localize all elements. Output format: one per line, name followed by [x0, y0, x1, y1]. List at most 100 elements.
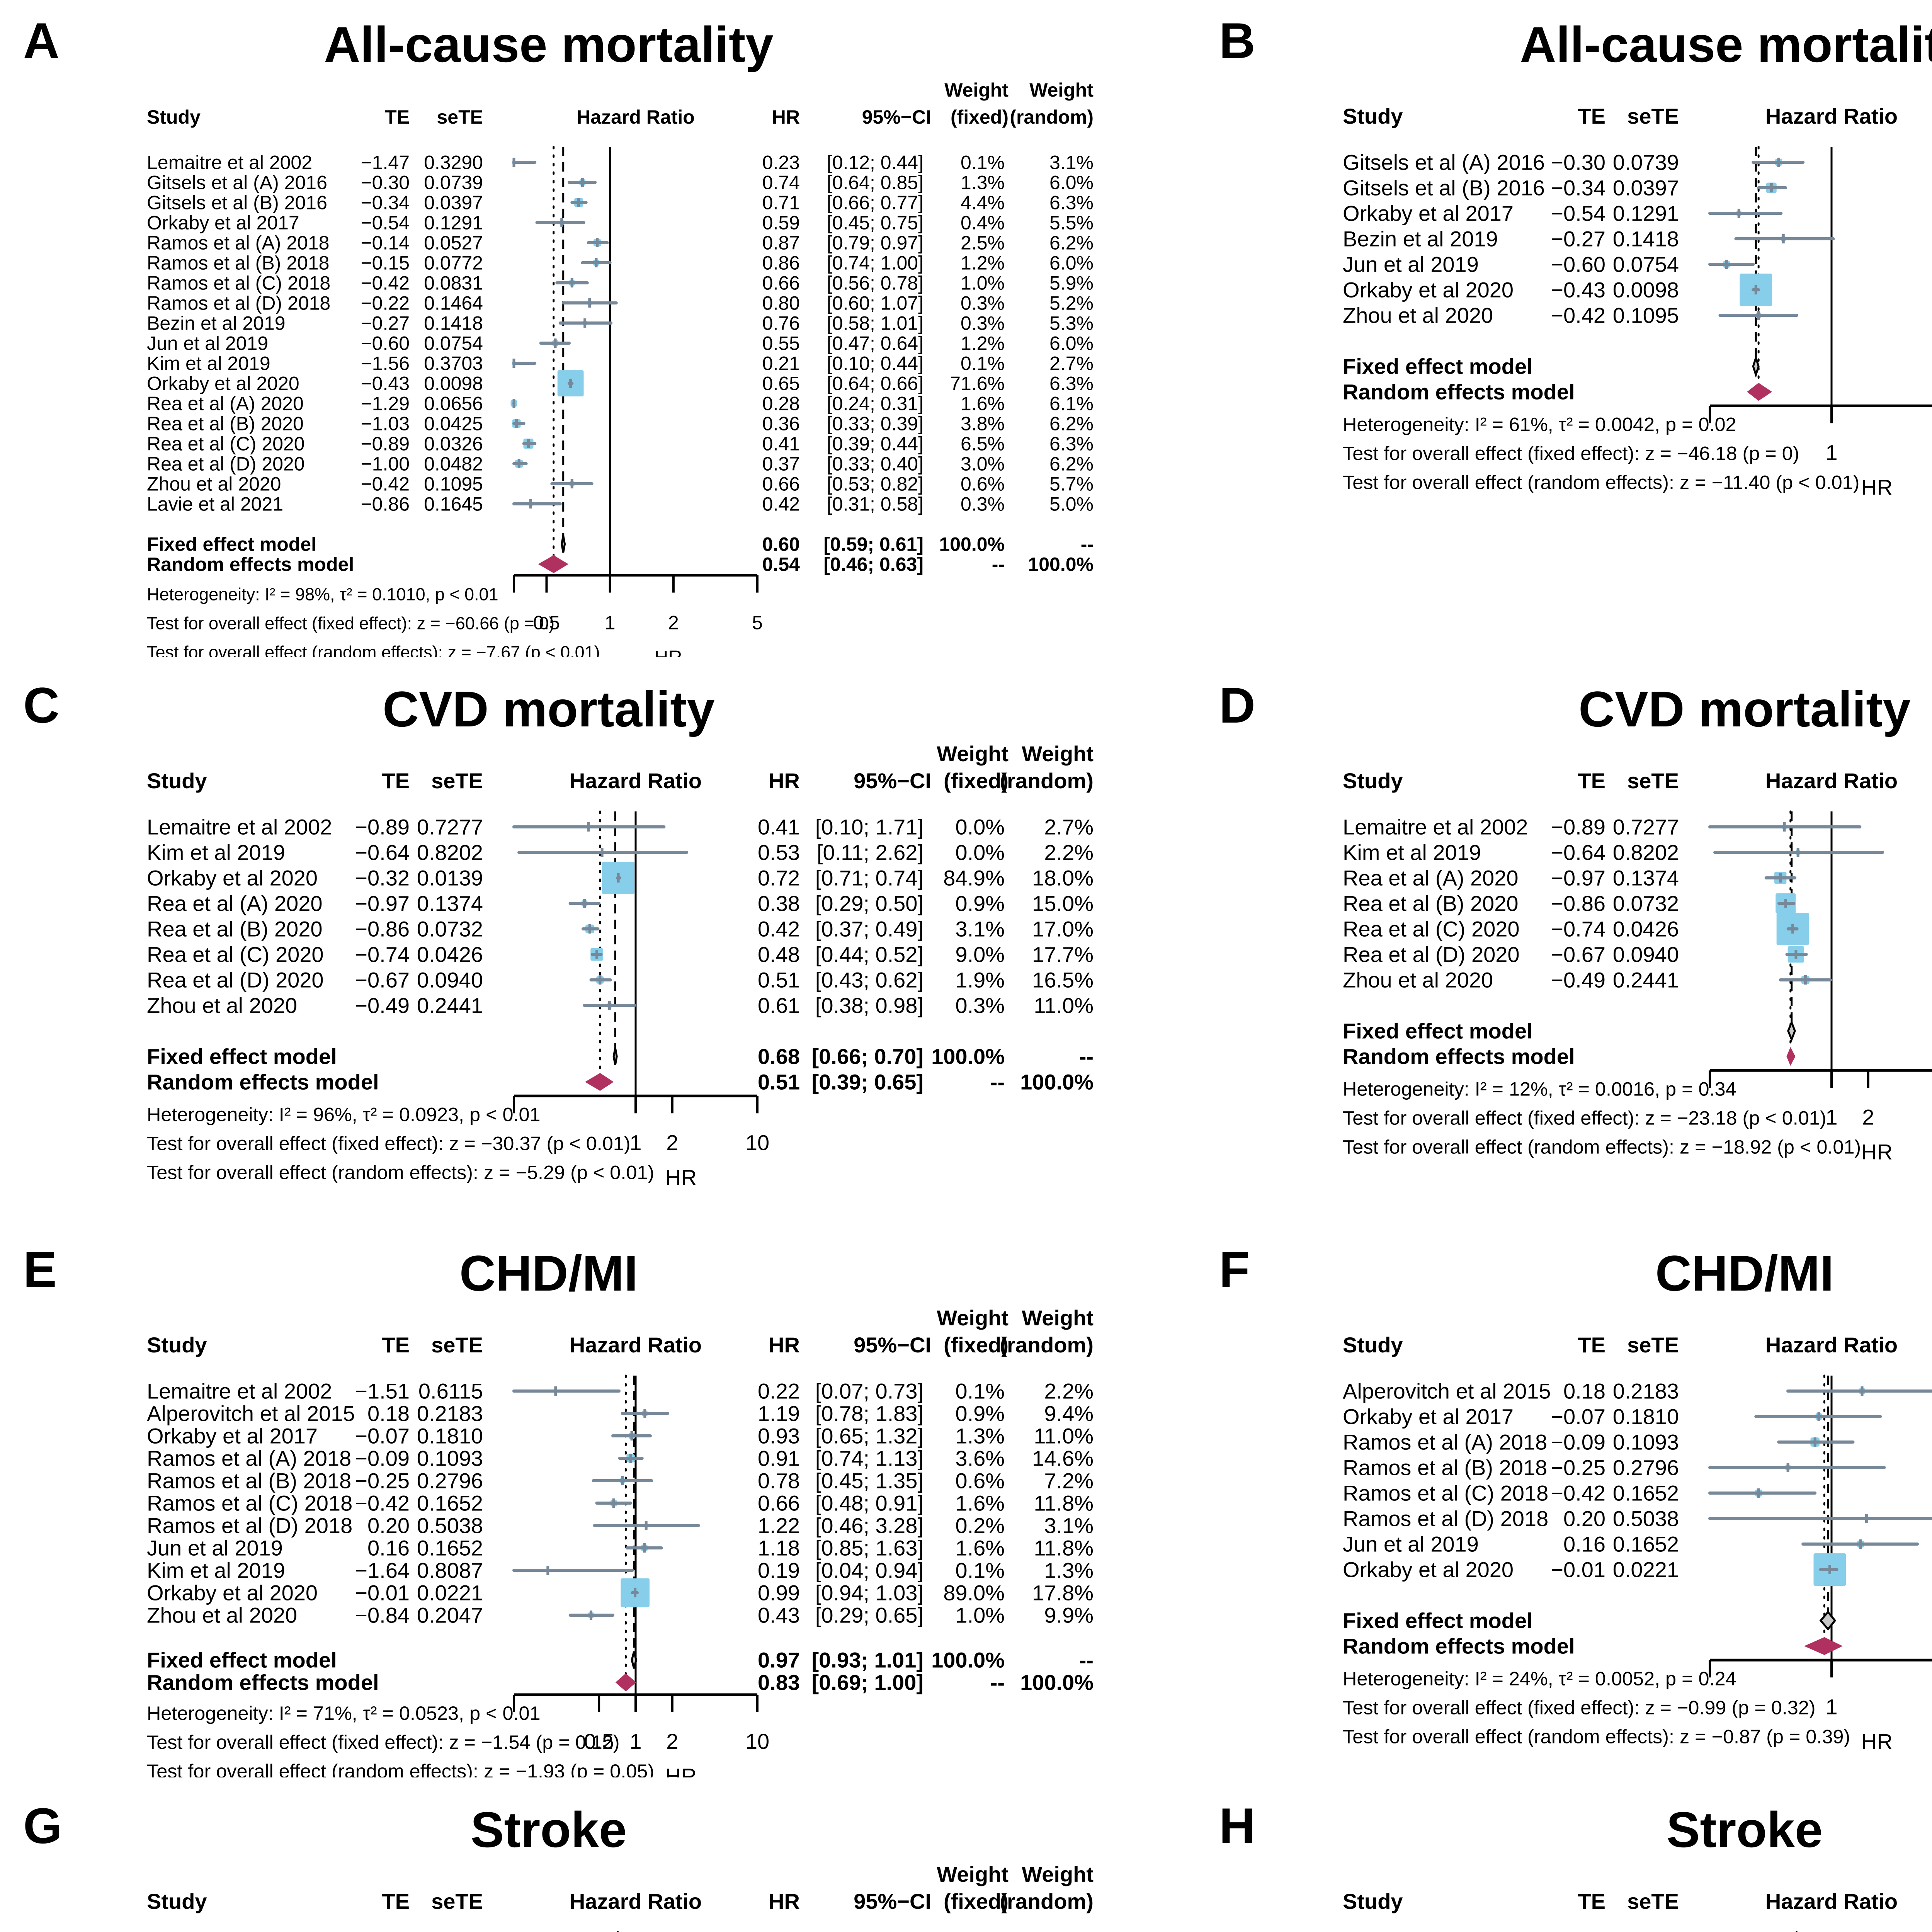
- heterogeneity-text: Heterogeneity: I² = 24%, τ² = 0.0052, p …: [1343, 1667, 1736, 1689]
- study-hr: 0.65: [762, 373, 800, 395]
- header-ci: 95%−CI: [854, 1333, 931, 1357]
- panel-title: All-cause mortality: [1520, 16, 1932, 73]
- study-te: −0.09: [355, 1446, 410, 1471]
- x-tick-label: 2: [666, 1130, 678, 1155]
- header-study: Study: [147, 1333, 207, 1357]
- x-axis-label: HR: [1861, 1729, 1893, 1753]
- header-study: Study: [1343, 104, 1403, 128]
- study-label: Orkaby et al 2020: [147, 866, 318, 890]
- panel-letter: D: [1219, 677, 1255, 733]
- study-label: Ramos et al (A) 2018: [1343, 1430, 1547, 1454]
- study-row: Orkaby et al 2020 −0.43 0.0098 0.65 [0.64; 0…: [147, 370, 1094, 396]
- study-label: Lemaitre et al 2002: [147, 815, 332, 839]
- header-fixed: (fixed): [944, 1333, 1009, 1357]
- study-weight-random: 17.0%: [1032, 917, 1094, 941]
- study-label: Orkaby et al 2017: [147, 212, 299, 234]
- study-ci: [0.85; 1.63]: [815, 1536, 923, 1560]
- study-ci: [0.74; 1.00]: [827, 252, 923, 274]
- study-te: −0.43: [1551, 278, 1605, 302]
- header-random: (random): [1000, 1889, 1094, 1913]
- x-tick-label: 1: [1825, 1694, 1837, 1719]
- study-weight-fixed: 0.9%: [955, 891, 1005, 916]
- study-weight-fixed: 0.2%: [955, 1514, 1005, 1538]
- study-sete: 0.0221: [417, 1581, 483, 1605]
- study-weight-random: 16.5%: [1032, 968, 1094, 992]
- header-te: TE: [382, 1889, 410, 1913]
- study-ci: [0.79; 0.97]: [827, 232, 923, 254]
- study-te: −0.60: [1551, 252, 1605, 277]
- study-hr: 0.91: [758, 1446, 800, 1471]
- study-row: Ramos et al (C) 2018−0.420.16520.66[0.48…: [1343, 1481, 1817, 1505]
- study-sete: 0.1645: [424, 493, 483, 515]
- panel-letter: E: [23, 1241, 57, 1298]
- study-te: −0.34: [1551, 176, 1605, 200]
- study-weight-random: 5.2%: [1049, 293, 1094, 314]
- study-hr: 0.38: [758, 891, 800, 916]
- study-hr: 0.78: [758, 1469, 800, 1493]
- study-hr: 0.42: [762, 493, 800, 515]
- study-te: −0.25: [355, 1469, 410, 1493]
- study-label: Gitsels et al (B) 2016: [1343, 176, 1545, 200]
- study-weight-fixed: 4.4%: [961, 192, 1005, 214]
- header-hr: HR: [769, 1333, 800, 1357]
- study-hr: 0.22: [758, 1379, 800, 1403]
- header-weight-fixed: Weight: [937, 1862, 1009, 1886]
- random-effect-ci: [0.69; 1.00]: [812, 1670, 924, 1695]
- study-ci: [0.33; 0.40]: [827, 453, 923, 475]
- study-hr: 0.43: [758, 1603, 800, 1628]
- study-hr: 0.42: [758, 917, 800, 941]
- x-tick-label: 1: [629, 1130, 641, 1155]
- random-effect-label: Random effects model: [1343, 1634, 1575, 1658]
- study-label: Jun et al 2019: [1343, 1532, 1479, 1556]
- fixed-effect-label: Fixed effect model: [1343, 1019, 1533, 1043]
- header-te: TE: [1578, 1333, 1605, 1357]
- forest-plot-a: A All-cause mortality Study TE seTE Hazard Ra…: [23, 12, 1094, 657]
- study-hr: 0.80: [762, 293, 800, 314]
- panel-title: CVD mortality: [383, 681, 715, 737]
- study-weight-fixed: 0.0%: [955, 815, 1005, 839]
- random-effect-diamond: [1804, 1637, 1843, 1655]
- header-hazard-ratio: Hazard Ratio: [1765, 769, 1898, 793]
- header-random: (random): [1010, 106, 1094, 128]
- study-label: Orkaby et al 2020: [1343, 1558, 1514, 1582]
- study-te: −0.34: [361, 192, 410, 214]
- study-label: Rea et al (D) 2020: [1343, 942, 1520, 967]
- study-weight-random: 18.0%: [1032, 866, 1094, 890]
- study-ci: [0.46; 3.28]: [815, 1514, 923, 1538]
- panel-title: CHD/MI: [1655, 1245, 1834, 1301]
- study-label: Ramos et al (D) 2018: [147, 293, 330, 314]
- study-weight-fixed: 0.1%: [961, 152, 1005, 173]
- study-row: Gitsels et al (B) 2016−0.340.03970.71[0.…: [1343, 176, 1787, 200]
- header-hr: HR: [769, 1889, 800, 1913]
- study-label: Orkaby et al 2017: [147, 1424, 318, 1448]
- study-label: Lemaitre et al 2002: [147, 1379, 332, 1403]
- study-weight-random: 6.3%: [1049, 373, 1094, 395]
- study-label: Ramos et al (D) 2018: [147, 1514, 352, 1538]
- study-sete: 0.1810: [417, 1424, 483, 1448]
- study-label: Rea et al (B) 2020: [147, 917, 322, 941]
- fixed-effect-row: Fixed effect model 0.60 [0.59; 0.61] 100.0%…: [147, 534, 1094, 555]
- x-tick-label: 2: [666, 1729, 678, 1753]
- x-tick-label: 0.5: [584, 1729, 614, 1753]
- study-row: Alperovitch et al 2015 0.18 0.2183 1.19 [0.7…: [147, 1401, 1094, 1426]
- test-random-text: Test for overall effect (random effects)…: [147, 1161, 654, 1183]
- fixed-effect-weight-fixed: 100.0%: [931, 1648, 1005, 1672]
- study-hr: 0.28: [762, 393, 800, 415]
- header-te: TE: [1578, 104, 1605, 128]
- study-weight-random: 11.8%: [1034, 1491, 1094, 1515]
- study-sete: 0.0098: [1613, 278, 1679, 302]
- study-te: −0.60: [361, 333, 410, 354]
- study-label: Lemaitre et al 2002: [147, 152, 312, 173]
- study-te: 0.18: [367, 1401, 410, 1426]
- study-row: Ramos et al (D) 20180.200.50381.22[0.46;…: [1343, 1507, 1932, 1531]
- study-te: 0.20: [1563, 1507, 1605, 1531]
- study-row: Lavie et al 2021 −0.86 0.1645 0.42 [0.31; 0.…: [147, 493, 1094, 515]
- study-label: Gitsels et al (A) 2016: [147, 172, 327, 194]
- fixed-effect-hr: 0.97: [758, 1648, 800, 1672]
- study-row: Jun et al 2019 0.16 0.1652 1.18 [0.85; 1.63]…: [147, 1536, 1094, 1560]
- study-sete: 0.0326: [424, 433, 483, 455]
- header-sete: seTE: [431, 1889, 483, 1913]
